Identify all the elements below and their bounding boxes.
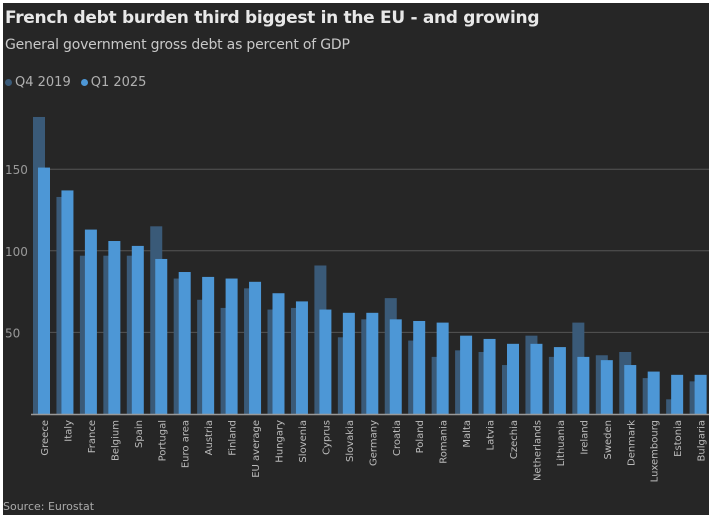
x-tick-label: Luxembourg xyxy=(650,420,661,482)
x-tick-label: Austria xyxy=(204,420,215,455)
x-tick-label: EU average xyxy=(251,420,262,478)
bar-q1-2025 xyxy=(366,312,379,414)
x-tick-label: Euro area xyxy=(181,420,192,468)
bar-q1-2025 xyxy=(600,360,613,414)
legend-label: Q1 2025 xyxy=(90,75,147,90)
x-tick-label: Estonia xyxy=(673,420,684,457)
x-tick-label: Slovenia xyxy=(298,420,309,463)
x-tick-label: Hungary xyxy=(275,420,286,463)
bar-q1-2025 xyxy=(389,319,402,414)
x-tick-label: Belgium xyxy=(110,420,121,461)
x-tick-label: Italy xyxy=(63,420,74,442)
legend: Q4 2019 Q1 2025 xyxy=(5,75,146,90)
plot-area: 50 100 150 Greece Italy France Belgium Spain Por… xyxy=(5,116,709,482)
x-tick-label: Croatia xyxy=(392,420,403,456)
legend-item-q4-2019: Q4 2019 xyxy=(5,75,71,90)
y-tick-label: 50 xyxy=(5,326,20,340)
chart-subtitle: General government gross debt as percent… xyxy=(5,37,350,53)
x-tick-label: Cyprus xyxy=(321,420,332,455)
x-tick-label: Ireland xyxy=(579,420,590,455)
bar-q1-2025 xyxy=(436,322,449,414)
bar-q1-2025 xyxy=(272,293,285,414)
x-tick-label: Poland xyxy=(415,420,426,453)
bar-q1-2025 xyxy=(131,245,144,414)
legend-swatch xyxy=(80,79,88,86)
bar-q1-2025 xyxy=(108,241,121,414)
bar-q1-2025 xyxy=(530,343,543,414)
bar-q1-2025 xyxy=(342,312,355,414)
x-tick-label: Spain xyxy=(134,420,145,448)
bar-q1-2025 xyxy=(577,356,590,414)
bar-q1-2025 xyxy=(413,320,426,414)
legend-label: Q4 2019 xyxy=(15,75,71,90)
bar-q1-2025 xyxy=(460,335,473,414)
x-tick-label: Bulgaria xyxy=(697,420,708,461)
bar-q1-2025 xyxy=(553,347,566,414)
x-tick-label: Germany xyxy=(368,420,379,466)
x-tick-label: Netherlands xyxy=(532,420,543,481)
x-tick-label: Portugal xyxy=(157,420,168,461)
bar-q1-2025 xyxy=(225,278,238,414)
bar-q1-2025 xyxy=(507,343,519,414)
x-tick-label: Lithuania xyxy=(556,420,567,466)
source-note: Source: Eurostat xyxy=(3,500,95,513)
x-tick-label: Sweden xyxy=(603,420,614,460)
bar-q1-2025 xyxy=(624,365,637,414)
bar-q1-2025 xyxy=(671,374,684,414)
bar-q1-2025 xyxy=(84,229,97,414)
bar-q1-2025 xyxy=(295,301,308,414)
bar-q1-2025 xyxy=(202,276,215,414)
x-tick-label: France xyxy=(87,420,98,453)
bar-q1-2025 xyxy=(647,371,660,414)
chart-title: French debt burden third biggest in the … xyxy=(5,8,540,28)
y-tick-label: 100 xyxy=(5,245,28,259)
bar-q1-2025 xyxy=(319,309,332,414)
bar-q1-2025 xyxy=(61,190,74,414)
bar-q1-2025 xyxy=(38,167,50,414)
x-tick-label: Denmark xyxy=(626,420,637,466)
bar-q1-2025 xyxy=(178,272,191,414)
x-tick-label: Romania xyxy=(439,420,450,464)
legend-item-q1-2025: Q1 2025 xyxy=(80,75,147,90)
x-tick-label: Latvia xyxy=(486,420,497,450)
bar-q1-2025 xyxy=(249,281,262,414)
x-tick-label: Greece xyxy=(40,420,51,456)
bar-q1-2025 xyxy=(694,374,707,414)
chart-container: French debt burden third biggest in the … xyxy=(3,3,709,515)
bar-q1-2025 xyxy=(155,258,168,414)
x-tick-label: Finland xyxy=(228,420,239,456)
x-tick-label: Slovakia xyxy=(345,420,356,462)
x-tick-label: Malta xyxy=(462,420,473,448)
legend-swatch xyxy=(5,79,12,86)
x-tick-label: Czechia xyxy=(509,420,520,459)
y-tick-label: 150 xyxy=(5,163,28,177)
bar-q1-2025 xyxy=(483,338,496,414)
